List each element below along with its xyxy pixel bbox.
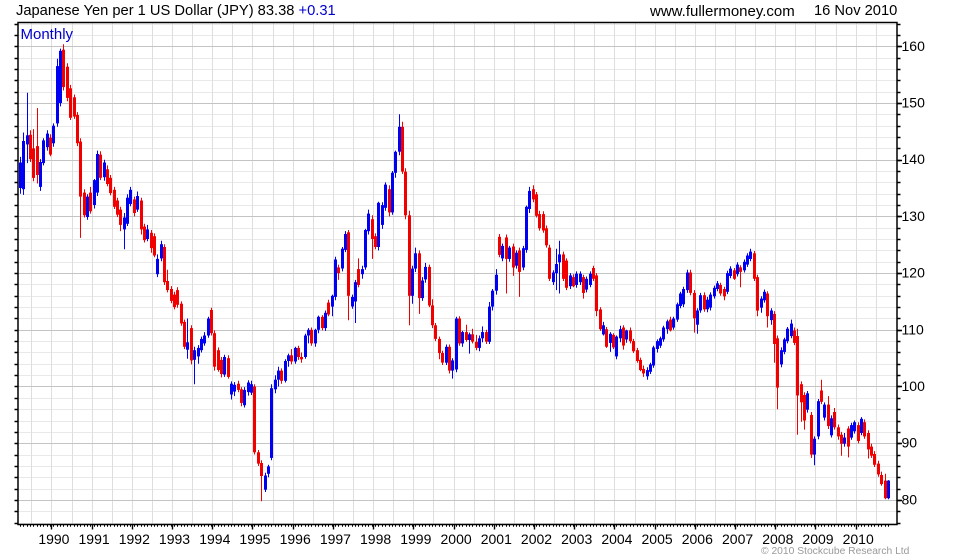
svg-text:160: 160 — [902, 38, 926, 54]
svg-text:2003: 2003 — [561, 531, 592, 547]
svg-text:120: 120 — [902, 265, 926, 281]
svg-text:90: 90 — [902, 435, 918, 451]
svg-text:2004: 2004 — [601, 531, 632, 547]
svg-text:80: 80 — [902, 491, 918, 507]
svg-text:1991: 1991 — [79, 531, 110, 547]
svg-text:100: 100 — [902, 378, 926, 394]
svg-text:1998: 1998 — [360, 531, 391, 547]
svg-text:140: 140 — [902, 151, 926, 167]
svg-text:1999: 1999 — [400, 531, 431, 547]
svg-text:110: 110 — [902, 321, 925, 337]
svg-text:2002: 2002 — [521, 531, 552, 547]
svg-text:150: 150 — [902, 95, 926, 111]
svg-text:1995: 1995 — [239, 531, 270, 547]
svg-text:130: 130 — [902, 208, 926, 224]
svg-text:2005: 2005 — [642, 531, 673, 547]
svg-text:1993: 1993 — [159, 531, 190, 547]
svg-text:2007: 2007 — [722, 531, 753, 547]
svg-text:1994: 1994 — [199, 531, 230, 547]
svg-text:1990: 1990 — [38, 531, 69, 547]
svg-text:2001: 2001 — [481, 531, 512, 547]
svg-text:1992: 1992 — [119, 531, 150, 547]
svg-text:2000: 2000 — [441, 531, 472, 547]
svg-text:2006: 2006 — [682, 531, 713, 547]
svg-text:2009: 2009 — [802, 531, 833, 547]
svg-text:1996: 1996 — [280, 531, 311, 547]
svg-text:2010: 2010 — [843, 531, 874, 547]
svg-text:2008: 2008 — [762, 531, 793, 547]
svg-text:1997: 1997 — [320, 531, 351, 547]
